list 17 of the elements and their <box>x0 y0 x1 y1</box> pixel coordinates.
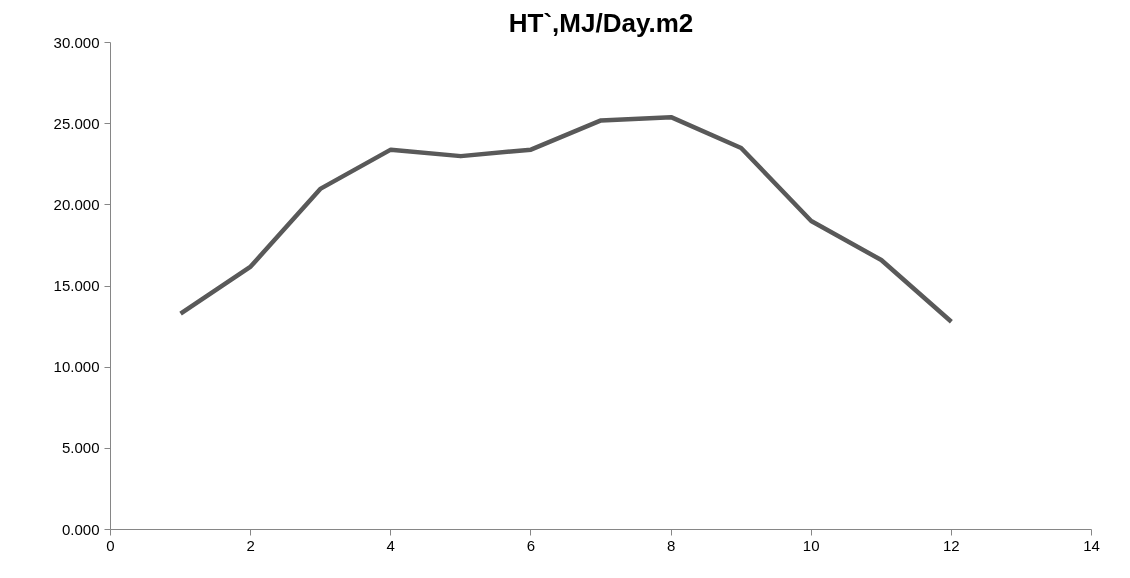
y-tick-label: 20.000 <box>53 195 100 213</box>
chart-title: HT`,MJ/Day.m2 <box>508 7 694 38</box>
x-tick-label: 14 <box>1083 536 1100 554</box>
line-series <box>178 114 954 324</box>
y-tick-label: 0.000 <box>61 520 100 538</box>
x-tick-label: 2 <box>246 536 255 554</box>
y-tick-label: 10.000 <box>53 358 100 376</box>
y-tick-label: 15.000 <box>53 277 100 294</box>
x-tick-label: 0 <box>106 536 115 554</box>
y-tick-label: 30.000 <box>53 33 100 51</box>
y-tick-label: 25.000 <box>53 114 100 132</box>
x-tick-label: 4 <box>386 536 395 554</box>
x-tick-label: 8 <box>666 536 676 554</box>
x-tick-label: 12 <box>943 536 960 554</box>
y-tick-label: 5.000 <box>61 439 100 457</box>
x-tick-label: 6 <box>526 536 536 554</box>
x-tick-label: 10 <box>802 536 820 554</box>
